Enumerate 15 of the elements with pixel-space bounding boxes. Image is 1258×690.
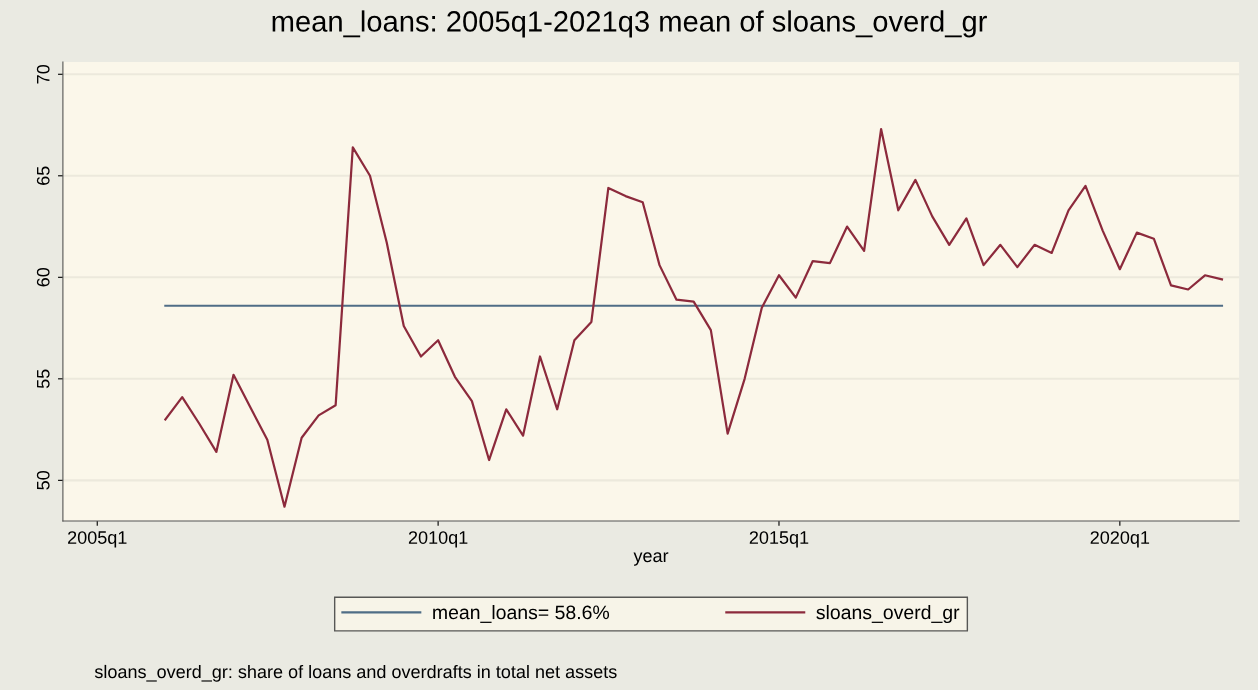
y-tick-label: 55	[37, 369, 50, 389]
x-tick-label: 2020q1	[1090, 531, 1150, 548]
chart-title: mean_loans: 2005q1-2021q3 mean of sloans_overd_gr	[272, 10, 987, 38]
text: sloans_overd_gr: share of loans and overdrafts in total net assets	[94, 664, 617, 682]
y-tick-label: 70	[36, 64, 50, 84]
x-tick-label: 2015q1	[749, 531, 809, 548]
line-series	[164, 127, 1224, 508]
x-axis-title: year	[633, 552, 669, 566]
x-tick-label: 2005q1	[68, 531, 127, 548]
legend-label: sloans_overd_gr	[816, 604, 960, 624]
y-tick-label: 60	[36, 267, 50, 287]
y-tick-label: 50	[36, 471, 50, 490]
legend-label: mean_loans= 58.6%	[433, 604, 610, 623]
y-tick-label: 65	[36, 166, 50, 185]
x-tick-label: 2010q1	[408, 531, 468, 548]
